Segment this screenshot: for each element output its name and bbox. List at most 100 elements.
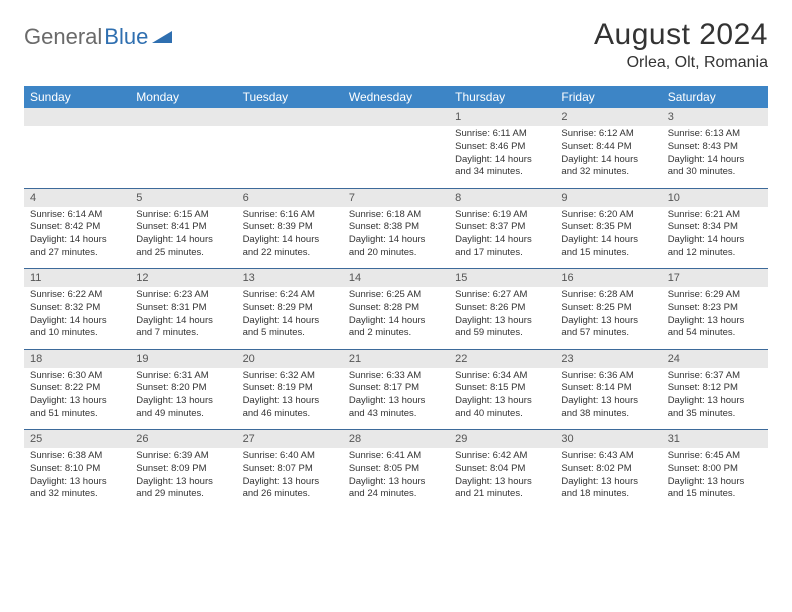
sunset-text: Sunset: 8:35 PM	[561, 221, 655, 234]
daylight-text: Daylight: 14 hours and 15 minutes.	[561, 234, 655, 260]
day-data-cell: Sunrise: 6:13 AMSunset: 8:43 PMDaylight:…	[662, 126, 768, 188]
date-cell: 29	[449, 430, 555, 449]
daylight-text: Daylight: 13 hours and 54 minutes.	[668, 315, 762, 341]
sunrise-text: Sunrise: 6:18 AM	[349, 209, 443, 222]
day-data-cell: Sunrise: 6:11 AMSunset: 8:46 PMDaylight:…	[449, 126, 555, 188]
daylight-text: Daylight: 14 hours and 34 minutes.	[455, 154, 549, 180]
daylight-text: Daylight: 14 hours and 22 minutes.	[243, 234, 337, 260]
sunrise-text: Sunrise: 6:42 AM	[455, 450, 549, 463]
sunset-text: Sunset: 8:25 PM	[561, 302, 655, 315]
day-data-cell: Sunrise: 6:28 AMSunset: 8:25 PMDaylight:…	[555, 287, 661, 349]
daylight-text: Daylight: 13 hours and 57 minutes.	[561, 315, 655, 341]
sunset-text: Sunset: 8:09 PM	[136, 463, 230, 476]
daylight-text: Daylight: 13 hours and 51 minutes.	[30, 395, 124, 421]
sunrise-text: Sunrise: 6:25 AM	[349, 289, 443, 302]
day-data-cell: Sunrise: 6:45 AMSunset: 8:00 PMDaylight:…	[662, 448, 768, 510]
date-cell: 13	[237, 269, 343, 288]
sunrise-text: Sunrise: 6:37 AM	[668, 370, 762, 383]
day-data-cell: Sunrise: 6:43 AMSunset: 8:02 PMDaylight:…	[555, 448, 661, 510]
sunrise-text: Sunrise: 6:27 AM	[455, 289, 549, 302]
day-header-tuesday: Tuesday	[237, 86, 343, 108]
day-header-saturday: Saturday	[662, 86, 768, 108]
date-cell: 31	[662, 430, 768, 449]
date-cell: 14	[343, 269, 449, 288]
sunset-text: Sunset: 8:43 PM	[668, 141, 762, 154]
day-data-cell: Sunrise: 6:39 AMSunset: 8:09 PMDaylight:…	[130, 448, 236, 510]
date-cell: 17	[662, 269, 768, 288]
daylight-text: Daylight: 13 hours and 40 minutes.	[455, 395, 549, 421]
date-cell: 19	[130, 349, 236, 368]
date-cell: 5	[130, 188, 236, 207]
logo-triangle-icon	[152, 27, 172, 48]
day-data-cell: Sunrise: 6:32 AMSunset: 8:19 PMDaylight:…	[237, 368, 343, 430]
day-data-cell: Sunrise: 6:38 AMSunset: 8:10 PMDaylight:…	[24, 448, 130, 510]
month-title: August 2024	[594, 18, 768, 52]
sunrise-text: Sunrise: 6:45 AM	[668, 450, 762, 463]
day-data-cell: Sunrise: 6:22 AMSunset: 8:32 PMDaylight:…	[24, 287, 130, 349]
sunset-text: Sunset: 8:00 PM	[668, 463, 762, 476]
date-cell	[130, 108, 236, 126]
sunrise-text: Sunrise: 6:38 AM	[30, 450, 124, 463]
date-cell	[237, 108, 343, 126]
sunset-text: Sunset: 8:20 PM	[136, 382, 230, 395]
daylight-text: Daylight: 14 hours and 12 minutes.	[668, 234, 762, 260]
date-cell: 30	[555, 430, 661, 449]
sunrise-text: Sunrise: 6:41 AM	[349, 450, 443, 463]
daylight-text: Daylight: 14 hours and 17 minutes.	[455, 234, 549, 260]
day-data-cell: Sunrise: 6:37 AMSunset: 8:12 PMDaylight:…	[662, 368, 768, 430]
sunset-text: Sunset: 8:07 PM	[243, 463, 337, 476]
sunset-text: Sunset: 8:46 PM	[455, 141, 549, 154]
sunset-text: Sunset: 8:31 PM	[136, 302, 230, 315]
day-data-cell: Sunrise: 6:12 AMSunset: 8:44 PMDaylight:…	[555, 126, 661, 188]
sunset-text: Sunset: 8:37 PM	[455, 221, 549, 234]
day-header-monday: Monday	[130, 86, 236, 108]
day-data-cell: Sunrise: 6:42 AMSunset: 8:04 PMDaylight:…	[449, 448, 555, 510]
sunrise-text: Sunrise: 6:34 AM	[455, 370, 549, 383]
sunset-text: Sunset: 8:10 PM	[30, 463, 124, 476]
sunset-text: Sunset: 8:42 PM	[30, 221, 124, 234]
sunrise-text: Sunrise: 6:20 AM	[561, 209, 655, 222]
date-cell: 18	[24, 349, 130, 368]
sunset-text: Sunset: 8:44 PM	[561, 141, 655, 154]
date-cell: 11	[24, 269, 130, 288]
daylight-text: Daylight: 13 hours and 43 minutes.	[349, 395, 443, 421]
sunset-text: Sunset: 8:19 PM	[243, 382, 337, 395]
sunrise-text: Sunrise: 6:13 AM	[668, 128, 762, 141]
sunrise-text: Sunrise: 6:21 AM	[668, 209, 762, 222]
day-data-cell: Sunrise: 6:15 AMSunset: 8:41 PMDaylight:…	[130, 207, 236, 269]
sunrise-text: Sunrise: 6:28 AM	[561, 289, 655, 302]
day-data-cell: Sunrise: 6:20 AMSunset: 8:35 PMDaylight:…	[555, 207, 661, 269]
day-data-cell	[343, 126, 449, 188]
calendar-table: SundayMondayTuesdayWednesdayThursdayFrid…	[24, 86, 768, 510]
daylight-text: Daylight: 13 hours and 15 minutes.	[668, 476, 762, 502]
daylight-text: Daylight: 14 hours and 20 minutes.	[349, 234, 443, 260]
daylight-text: Daylight: 13 hours and 49 minutes.	[136, 395, 230, 421]
daylight-text: Daylight: 14 hours and 10 minutes.	[30, 315, 124, 341]
logo-text-general: General	[24, 24, 102, 50]
date-cell: 2	[555, 108, 661, 126]
sunrise-text: Sunrise: 6:29 AM	[668, 289, 762, 302]
sunset-text: Sunset: 8:38 PM	[349, 221, 443, 234]
logo-text-blue: Blue	[104, 24, 148, 50]
daylight-text: Daylight: 13 hours and 35 minutes.	[668, 395, 762, 421]
day-data-cell: Sunrise: 6:27 AMSunset: 8:26 PMDaylight:…	[449, 287, 555, 349]
sunrise-text: Sunrise: 6:19 AM	[455, 209, 549, 222]
date-cell: 20	[237, 349, 343, 368]
sunrise-text: Sunrise: 6:36 AM	[561, 370, 655, 383]
day-data-cell: Sunrise: 6:31 AMSunset: 8:20 PMDaylight:…	[130, 368, 236, 430]
location-label: Orlea, Olt, Romania	[594, 54, 768, 72]
daylight-text: Daylight: 13 hours and 29 minutes.	[136, 476, 230, 502]
day-header-sunday: Sunday	[24, 86, 130, 108]
date-cell: 24	[662, 349, 768, 368]
daylight-text: Daylight: 14 hours and 7 minutes.	[136, 315, 230, 341]
day-data-cell: Sunrise: 6:41 AMSunset: 8:05 PMDaylight:…	[343, 448, 449, 510]
date-cell: 22	[449, 349, 555, 368]
daylight-text: Daylight: 13 hours and 26 minutes.	[243, 476, 337, 502]
date-cell: 23	[555, 349, 661, 368]
sunrise-text: Sunrise: 6:33 AM	[349, 370, 443, 383]
date-cell: 4	[24, 188, 130, 207]
day-data-cell	[24, 126, 130, 188]
header: GeneralBlue August 2024 Orlea, Olt, Roma…	[24, 18, 768, 72]
date-cell: 3	[662, 108, 768, 126]
calendar-page: GeneralBlue August 2024 Orlea, Olt, Roma…	[0, 0, 792, 528]
